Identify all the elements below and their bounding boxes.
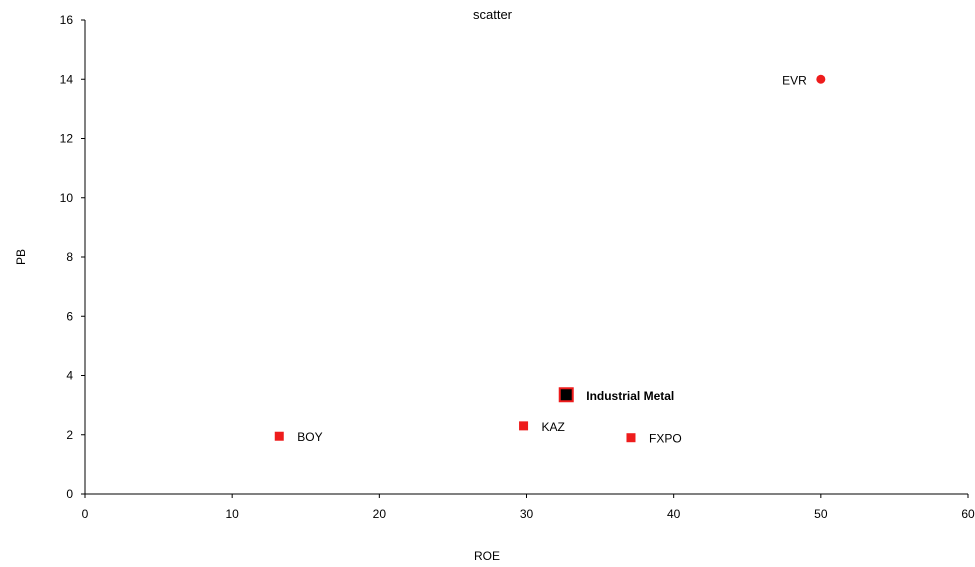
y-tick-label: 0 (66, 487, 73, 501)
y-axis-title: PB (14, 249, 28, 265)
data-point-label: EVR (782, 73, 807, 87)
data-point-marker (558, 387, 574, 403)
y-tick-label: 6 (66, 309, 73, 323)
x-tick-label: 20 (373, 507, 387, 521)
data-points: EVR BOY KAZ FXPO Industrial Metal (274, 73, 826, 446)
y-axis-ticks: 0 2 4 6 8 10 12 14 16 (60, 13, 85, 501)
data-point-marker (519, 421, 529, 431)
y-tick-label: 14 (60, 72, 74, 86)
x-axis-title: ROE (474, 549, 500, 563)
x-axis-ticks: 0 10 20 30 40 50 60 (82, 494, 975, 521)
x-tick-label: 60 (961, 507, 975, 521)
data-point-marker (274, 431, 284, 441)
x-tick-label: 10 (225, 507, 239, 521)
x-tick-label: 30 (520, 507, 534, 521)
y-tick-label: 12 (60, 132, 74, 146)
y-tick-label: 16 (60, 13, 74, 27)
data-point-label: KAZ (542, 420, 565, 434)
x-tick-label: 0 (82, 507, 89, 521)
chart-title: scatter (473, 7, 513, 22)
x-tick-label: 40 (667, 507, 681, 521)
y-tick-label: 4 (66, 369, 73, 383)
y-tick-label: 2 (66, 428, 73, 442)
data-point-label: Industrial Metal (586, 389, 674, 403)
data-point-label: FXPO (649, 432, 682, 446)
y-tick-label: 10 (60, 191, 74, 205)
data-point-marker (816, 74, 826, 84)
x-tick-label: 50 (814, 507, 828, 521)
y-tick-label: 8 (66, 250, 73, 264)
data-point-marker (626, 433, 636, 443)
data-point-label: BOY (297, 430, 322, 444)
